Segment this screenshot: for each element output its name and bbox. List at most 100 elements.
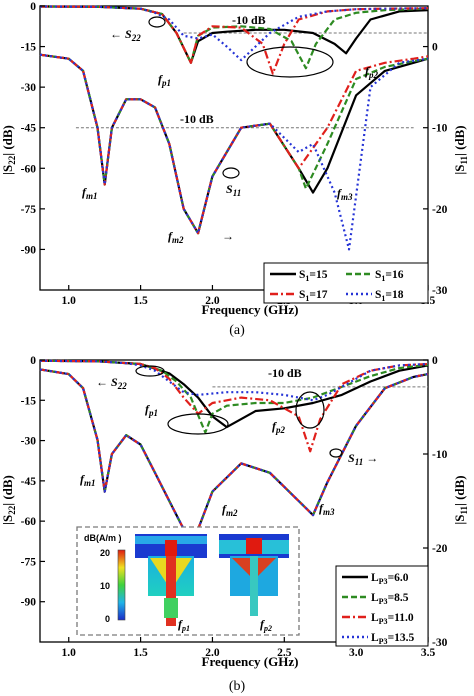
- ytick-left-label: -75: [21, 204, 37, 216]
- inset-colorbar-title: dB(A/m ): [84, 533, 122, 543]
- ytick-left-label: -90: [21, 244, 37, 256]
- panel-a-frame: [39, 5, 429, 291]
- panel-a-ylabel-right: |S11| (dB): [452, 125, 469, 174]
- panel-a-fm3: fm3: [337, 186, 353, 202]
- panel-b-ylabel-left: |S22| (dB): [0, 475, 17, 525]
- ytick-right-label: 0: [432, 42, 438, 54]
- xtick-label: 1.0: [62, 647, 77, 659]
- xtick-label: 1.0: [62, 295, 77, 307]
- ytick-left-label: -15: [21, 42, 37, 54]
- legend-a-2: S1=17: [299, 289, 328, 303]
- panel-a-fm1: fm1: [82, 185, 98, 201]
- legend-b-2: LP3=11.0: [371, 612, 414, 626]
- panel-a-series: [39, 5, 429, 251]
- ytick-right-label: -10: [432, 449, 448, 461]
- panel-b-neg10db-top: -10 dB: [268, 366, 302, 380]
- inset-cbar-tick-0: 0: [105, 614, 110, 624]
- panel-b-fm3: fm3: [319, 501, 335, 517]
- series-a-2-s11: [39, 53, 429, 235]
- xtick-label: 3.0: [349, 647, 364, 659]
- panel-b-fp1: fp1: [145, 402, 158, 418]
- ytick-left-label: -15: [21, 395, 37, 407]
- plot-frame: [39, 359, 429, 643]
- panel-b-legend: LP3=6.0 LP3=8.5 LP3=11.0 LP3=13.5: [335, 565, 429, 647]
- panel-b-caption: (b): [229, 679, 246, 694]
- panel-b-fm1: fm1: [80, 472, 96, 488]
- ytick-left-label: -90: [21, 597, 37, 609]
- panel-b-s22-ellipse: [135, 365, 165, 377]
- panel-a-ticks: 1.01.52.02.53.03.50-15-30-45-60-75-900-1…: [21, 1, 448, 307]
- panel-a-neg10db-top: -10 dB: [232, 13, 266, 27]
- series-a-1-s11: [39, 53, 429, 235]
- ytick-right-label: -30: [432, 285, 448, 297]
- ytick-left-label: -75: [21, 556, 37, 568]
- xtick-label: 2.0: [205, 295, 220, 307]
- panel-b-frame: [39, 359, 429, 643]
- panel-a-s22-arrow: ← S22: [110, 27, 141, 43]
- panel-a-ylabel-left: |S22| (dB): [0, 125, 17, 175]
- panel-a: 1.01.52.02.53.03.50-15-30-45-60-75-900-1…: [0, 1, 469, 338]
- panel-b-ticks: 1.0 1.5 2.0 2.5 3.0 3.5 0 -15 -30 -45 -60 -75 -90 0 -1…: [21, 355, 448, 659]
- series-b-2-s22: [39, 359, 429, 453]
- legend-b-0: LP3=6.0: [371, 572, 409, 586]
- panel-b-inset: dB(A/m ) 20 10 0 fp1: [76, 526, 300, 636]
- panel-b-s11-ellipse: [329, 448, 343, 458]
- series-b-2-s11: [39, 368, 429, 550]
- panel-a-xlabel: Frequency (GHz): [202, 302, 299, 317]
- ytick-left-label: -30: [21, 436, 37, 448]
- panel-a-fm2: fm2: [168, 229, 184, 245]
- panel-a-s11-ellipse: [222, 167, 240, 179]
- panel-b-fm2: fm2: [222, 502, 238, 518]
- panel-a-fp2: fp2: [365, 64, 379, 80]
- ytick-right-label: -30: [432, 637, 448, 649]
- series-b-3-s22: [39, 359, 429, 402]
- panel-a-legend: S1=15 S1=16 S1=17 S1=18: [263, 262, 429, 304]
- panel-b-fp2-ellipse: [295, 391, 325, 429]
- panel-b: 1.0 1.5 2.0 2.5 3.0 3.5 0 -15 -30 -45 -60 -75 -90 0 -1…: [0, 355, 469, 694]
- series-b-1-s22: [39, 359, 429, 434]
- series-a-3-s11: [39, 53, 429, 251]
- ytick-right-label: -20: [432, 543, 448, 555]
- ytick-left-label: -45: [21, 123, 37, 135]
- panel-b-s22-arrow: ← S22: [96, 375, 127, 391]
- panel-a-s11-label: S11: [226, 182, 241, 198]
- ytick-left-label: -30: [21, 82, 37, 94]
- ytick-right-label: 0: [432, 355, 438, 367]
- plot-frame: [39, 5, 429, 291]
- xtick-label: 3.5: [421, 647, 436, 659]
- ytick-right-label: -20: [432, 204, 448, 216]
- panel-a-neg10db-bottom: -10 dB: [180, 112, 214, 126]
- panel-b-ylabel-right: |S11| (dB): [452, 475, 469, 524]
- series-a-0-s11: [39, 53, 429, 235]
- legend-b-1: LP3=8.5: [371, 592, 409, 606]
- legend-a-0: S1=15: [299, 269, 328, 283]
- panel-a-fp-ellipse: [246, 46, 334, 78]
- panel-a-s22-ellipse: [148, 16, 166, 28]
- ytick-left-label: -45: [21, 476, 37, 488]
- xtick-label: 2.0: [205, 647, 220, 659]
- panel-b-xlabel: Frequency (GHz): [202, 654, 299, 669]
- panel-a-fp1: fp1: [158, 72, 171, 88]
- panel-b-fp1-ellipse: [167, 413, 229, 435]
- ytick-left-label: -60: [21, 163, 37, 175]
- inset-colorbar: [117, 549, 126, 621]
- xtick-label: 2.5: [277, 647, 292, 659]
- inset-field-fp1: [135, 534, 207, 626]
- ytick-left-label: -60: [21, 516, 37, 528]
- panel-b-fp2: fp2: [272, 419, 286, 435]
- series-a-1-s22: [39, 5, 429, 70]
- inset-cbar-tick-20: 20: [100, 548, 110, 558]
- inset-field-fp2: [219, 534, 289, 616]
- legend-b-3: LP3=13.5: [371, 632, 414, 646]
- legend-a-3: S1=18: [375, 289, 404, 303]
- legend-a-1: S1=16: [375, 269, 404, 283]
- ytick-right-label: -10: [432, 123, 448, 135]
- xtick-label: 1.5: [133, 295, 148, 307]
- inset-cbar-tick-10: 10: [100, 581, 110, 591]
- panel-b-s11-arrow: S11 →: [348, 451, 378, 467]
- panel-a-caption: (a): [229, 323, 245, 338]
- xtick-label: 1.5: [133, 647, 148, 659]
- ytick-left-label: 0: [30, 1, 36, 13]
- panel-a-right-arrow: →: [222, 229, 234, 243]
